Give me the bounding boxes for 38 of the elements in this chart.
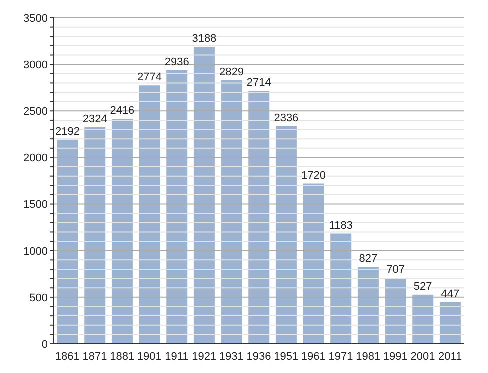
x-tick-label: 2001 <box>410 350 436 363</box>
y-tick-label: 0 <box>42 338 48 351</box>
y-tick-label: 1500 <box>24 199 48 212</box>
data-label: 2714 <box>246 77 272 90</box>
x-tick-label: 1961 <box>301 350 326 363</box>
data-label: 2829 <box>220 66 244 78</box>
data-label: 2192 <box>56 126 80 138</box>
data-label: 2324 <box>82 114 108 126</box>
data-label: 707 <box>386 264 405 276</box>
x-tick-label: 1911 <box>165 350 189 363</box>
y-tick-label: 3500 <box>24 12 48 25</box>
data-label: 1183 <box>329 220 353 232</box>
x-tick-label: 1981 <box>356 350 381 363</box>
y-tick-label: 1000 <box>24 246 48 258</box>
x-tick-label: 1931 <box>219 350 244 363</box>
x-tick-label: 1936 <box>246 350 272 363</box>
x-tick-label: 2011 <box>438 350 462 363</box>
y-tick-label: 3000 <box>24 59 48 72</box>
y-tick-label: 2000 <box>24 152 48 165</box>
data-label: 3188 <box>192 33 217 46</box>
x-tick-label: 1991 <box>383 350 408 363</box>
data-label: 2416 <box>110 104 135 117</box>
x-tick-label: 1951 <box>274 350 299 363</box>
y-tick-label: 2500 <box>24 106 48 118</box>
y-tick-label: 500 <box>30 292 48 304</box>
data-label: 2336 <box>274 112 299 124</box>
x-tick-label: 1861 <box>55 350 80 363</box>
data-label: 527 <box>414 280 432 293</box>
data-label: 1720 <box>302 170 326 182</box>
data-label: 827 <box>359 252 378 265</box>
x-tick-label: 1871 <box>82 350 108 363</box>
data-label: 447 <box>441 288 460 300</box>
x-tick-label: 1921 <box>192 350 217 363</box>
x-tick-label: 1901 <box>137 350 162 363</box>
x-tick-label: 1971 <box>328 350 354 363</box>
data-label: 2774 <box>138 72 162 84</box>
data-label: 2936 <box>164 56 190 69</box>
x-tick-label: 1881 <box>110 350 135 363</box>
